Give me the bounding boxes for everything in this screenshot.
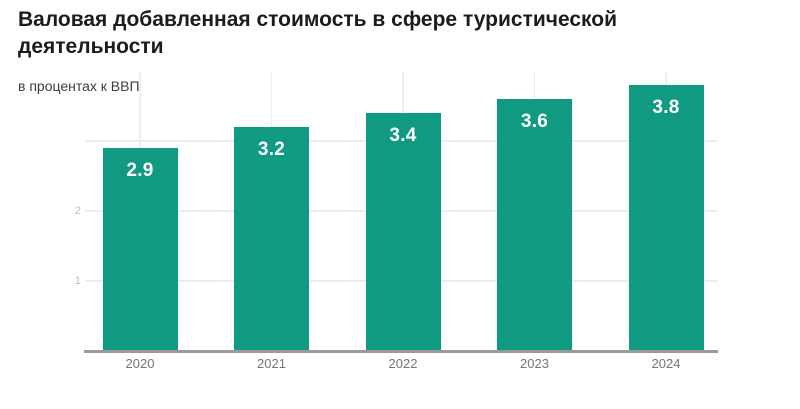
bar: 3.2 (234, 127, 309, 351)
x-axis-tick-label: 2020 (125, 356, 155, 371)
x-axis-tick-label: 2021 (257, 356, 286, 371)
x-axis-line (84, 350, 718, 353)
bar: 3.8 (628, 85, 704, 351)
bar-value-label: 3.8 (652, 97, 680, 118)
bar: 3.4 (365, 113, 441, 351)
bar: 3.6 (497, 99, 572, 351)
x-axis-tick-label: 2024 (651, 356, 681, 371)
y-axis-tick-label: 2 (74, 205, 81, 217)
x-axis-tick-label: 2022 (388, 356, 418, 371)
x-axis-tick-label: 2023 (520, 356, 549, 371)
bar-chart-plot-area: 1 2 2.9 3.2 3.4 3.6 3.8 2020 2021 2022 2023 2024 (75, 71, 718, 371)
bar: 2.9 (102, 148, 178, 351)
y-axis-tick-label: 1 (74, 275, 81, 287)
bar-value-label: 3.6 (520, 111, 549, 132)
bar-value-label: 2.9 (126, 160, 154, 181)
bar-value-label: 3.4 (389, 125, 417, 146)
bar-value-label: 3.2 (257, 139, 286, 160)
chart-title: Валовая добавленная стоимость в сфере ту… (18, 8, 618, 58)
chart-subtitle: в процентах к ВВП (18, 78, 140, 94)
